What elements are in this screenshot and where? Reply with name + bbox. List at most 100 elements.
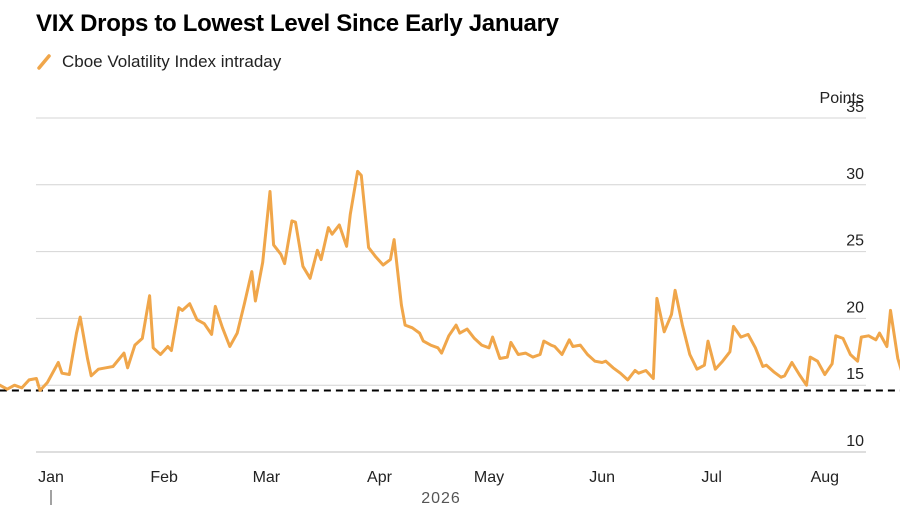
data-point [320, 258, 322, 260]
data-point [159, 353, 161, 355]
data-point [579, 344, 581, 346]
series-layer [0, 169, 900, 392]
data-point [473, 337, 475, 339]
data-point [294, 221, 296, 223]
data-point [196, 319, 198, 321]
data-point [849, 353, 851, 355]
data-point [601, 361, 603, 363]
data-point [835, 335, 837, 337]
data-point [637, 372, 639, 374]
data-point [203, 323, 205, 325]
data-point [331, 233, 333, 235]
data-point [619, 372, 621, 374]
data-point [411, 327, 413, 329]
data-point [181, 309, 183, 311]
data-point [367, 246, 369, 248]
x-tick-label: Mar [253, 469, 281, 486]
data-point [517, 353, 519, 355]
data-point [400, 304, 402, 306]
data-point [28, 379, 30, 381]
data-point [221, 327, 223, 329]
data-point [210, 333, 212, 335]
data-point [382, 264, 384, 266]
data-point [506, 356, 508, 358]
data-point [291, 220, 293, 222]
data-point [404, 324, 406, 326]
data-point [229, 345, 231, 347]
data-point [627, 379, 629, 381]
data-point [491, 336, 493, 338]
x-tick-label: Aug [811, 469, 839, 486]
data-point [780, 376, 782, 378]
data-point [90, 375, 92, 377]
data-point [539, 353, 541, 355]
data-point [703, 364, 705, 366]
data-point [634, 369, 636, 371]
data-point [532, 356, 534, 358]
data-point [375, 256, 377, 258]
data-point [783, 375, 785, 377]
data-point [714, 368, 716, 370]
data-point [455, 324, 457, 326]
data-point [46, 381, 48, 383]
year-label: 2026 [421, 490, 461, 507]
data-point [338, 224, 340, 226]
data-point [656, 297, 658, 299]
data-point [652, 377, 654, 379]
x-tick-label: Jun [589, 469, 615, 486]
x-axis: 2026 Jan Feb Mar Apr May Jun Jul Aug [38, 469, 839, 507]
legend-line-icon [37, 54, 51, 70]
data-point [867, 335, 869, 337]
data-point [152, 347, 154, 349]
x-tick-label: May [474, 469, 504, 486]
data-point [21, 387, 23, 389]
x-tick-label: Apr [367, 469, 393, 486]
data-point [105, 367, 107, 369]
data-point [824, 373, 826, 375]
data-point [440, 352, 442, 354]
data-point [568, 339, 570, 341]
data-point [57, 361, 59, 363]
data-point [674, 289, 676, 291]
data-point [389, 258, 391, 260]
data-point [466, 328, 468, 330]
data-point [214, 305, 216, 307]
y-axis: Points 10 15 20 25 30 35 [820, 90, 865, 450]
data-point [721, 360, 723, 362]
data-point [35, 377, 37, 379]
data-point [510, 341, 512, 343]
data-point [747, 333, 749, 335]
data-point [86, 357, 88, 359]
y-tick-label: 30 [846, 166, 864, 183]
data-point [791, 361, 793, 363]
data-point [97, 368, 99, 370]
data-point [524, 352, 526, 354]
data-point [61, 372, 63, 374]
data-point [663, 331, 665, 333]
data-point [481, 344, 483, 346]
x-tick-label: Feb [150, 469, 178, 486]
data-point [554, 345, 556, 347]
data-point [422, 340, 424, 342]
data-point [356, 170, 358, 172]
y-tick-label: 25 [846, 233, 864, 250]
data-point [860, 336, 862, 338]
x-tick-label: Jul [701, 469, 721, 486]
y-tick-label: 35 [846, 99, 864, 116]
data-point [798, 373, 800, 375]
data-point [134, 344, 136, 346]
data-point [283, 262, 285, 264]
data-point [897, 357, 899, 359]
data-point [170, 349, 172, 351]
data-point [729, 351, 731, 353]
data-point [123, 352, 125, 354]
y-tick-label: 15 [846, 366, 864, 383]
data-point [875, 339, 877, 341]
data-point [316, 249, 318, 251]
data-point [280, 253, 282, 255]
data-point [773, 371, 775, 373]
y-axis-label: Points [820, 90, 864, 107]
data-point [816, 360, 818, 362]
data-point [349, 213, 351, 215]
